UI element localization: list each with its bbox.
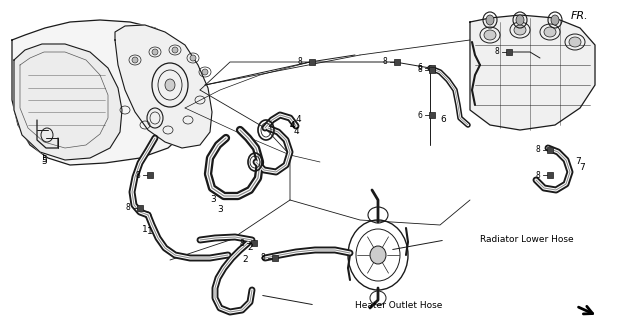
Text: 4: 4 [293, 127, 299, 137]
Polygon shape [14, 44, 122, 160]
Ellipse shape [516, 15, 524, 25]
Bar [547, 172, 553, 178]
Text: 8: 8 [494, 47, 499, 57]
Text: 6: 6 [417, 63, 422, 73]
Text: 5: 5 [41, 157, 47, 166]
Ellipse shape [370, 246, 386, 264]
Ellipse shape [190, 55, 196, 61]
Ellipse shape [172, 47, 178, 53]
Text: 3: 3 [210, 196, 216, 204]
Ellipse shape [569, 37, 581, 47]
Ellipse shape [514, 25, 526, 35]
Bar [547, 147, 553, 153]
Bar [272, 255, 278, 261]
Bar [309, 59, 315, 65]
Ellipse shape [484, 30, 496, 40]
Text: 8: 8 [535, 171, 540, 180]
Text: 6: 6 [440, 116, 446, 124]
Polygon shape [470, 15, 595, 130]
Text: 8: 8 [135, 171, 140, 180]
Text: Radiator Lower Hose: Radiator Lower Hose [480, 236, 574, 244]
Text: 1: 1 [142, 226, 148, 235]
Text: 7: 7 [579, 164, 585, 172]
Text: 4: 4 [289, 121, 295, 130]
Polygon shape [12, 20, 198, 165]
Text: 6: 6 [417, 110, 422, 119]
Ellipse shape [202, 69, 208, 75]
Text: 8: 8 [417, 66, 422, 75]
Bar [251, 240, 257, 246]
Ellipse shape [165, 79, 175, 91]
Ellipse shape [486, 15, 494, 25]
Text: 2: 2 [242, 255, 248, 265]
Bar [429, 65, 435, 71]
Bar [506, 49, 512, 55]
Polygon shape [115, 25, 212, 148]
Text: 8: 8 [239, 238, 244, 247]
Text: 8: 8 [125, 204, 130, 212]
Bar [394, 59, 400, 65]
Bar [429, 112, 435, 118]
Text: 7: 7 [575, 157, 581, 166]
Ellipse shape [132, 57, 138, 63]
Text: 4: 4 [295, 116, 301, 124]
Text: 2: 2 [247, 244, 253, 252]
Text: 8: 8 [383, 58, 387, 67]
Text: 8: 8 [260, 253, 265, 262]
Ellipse shape [152, 49, 158, 55]
Text: Heater Outlet Hose: Heater Outlet Hose [355, 300, 443, 309]
Text: 8: 8 [535, 146, 540, 155]
Bar [137, 205, 143, 211]
Text: FR.: FR. [571, 11, 588, 21]
Text: 3: 3 [217, 205, 223, 214]
Bar [147, 172, 153, 178]
Ellipse shape [551, 15, 559, 25]
Text: 5: 5 [41, 156, 47, 164]
Bar [429, 67, 435, 73]
Text: 8: 8 [297, 58, 302, 67]
Text: 4: 4 [289, 121, 295, 130]
Text: 1: 1 [147, 228, 153, 236]
Ellipse shape [544, 27, 556, 37]
